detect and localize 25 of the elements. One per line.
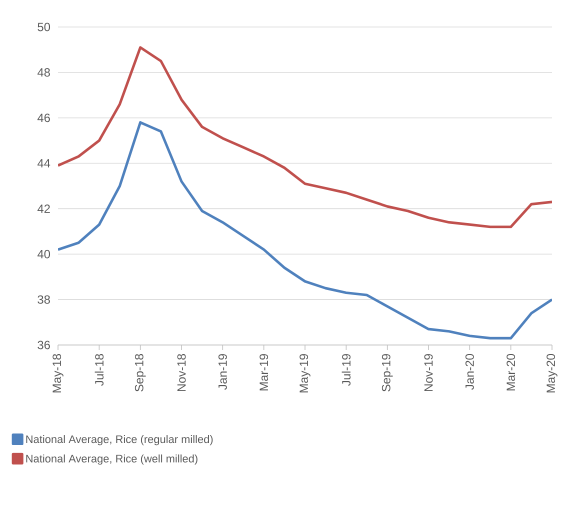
- y-tick-label: 50: [38, 22, 50, 32]
- y-tick-label: 44: [37, 159, 50, 168]
- legend-label: National Average, Rice (well milled): [26, 454, 198, 465]
- x-tick-label: Jul-19: [342, 354, 351, 386]
- line-series: [58, 121, 552, 340]
- x-tick-label: Sep-18: [134, 354, 146, 392]
- y-tick-label: 38: [38, 295, 50, 304]
- y-tick-label: 46: [37, 114, 50, 122]
- x-tick-label: Nov-19: [424, 354, 433, 392]
- legend-label: National Average, Rice (regular milled): [26, 435, 213, 446]
- y-tick-label: 40: [37, 250, 50, 258]
- x-tick-label: May-18: [52, 354, 64, 392]
- x-tick-label: Jul-18: [94, 354, 104, 386]
- x-tick-label: May-20: [546, 354, 558, 392]
- y-tick-label: 42: [37, 204, 50, 213]
- y-tick-label: 36: [38, 340, 50, 350]
- x-tick-label: Mar-20: [506, 354, 516, 390]
- x-tick-label: Mar-19: [260, 354, 268, 390]
- x-tick-label: Nov-18: [177, 354, 186, 392]
- x-tick-label: Sep-19: [382, 354, 393, 392]
- x-tick-label: May-19: [300, 354, 310, 392]
- x-tick-label: Jan-20: [465, 354, 474, 390]
- line-series: [58, 46, 552, 228]
- y-tick-label: 48: [37, 68, 50, 77]
- x-tick-label: Jan-19: [218, 354, 227, 390]
